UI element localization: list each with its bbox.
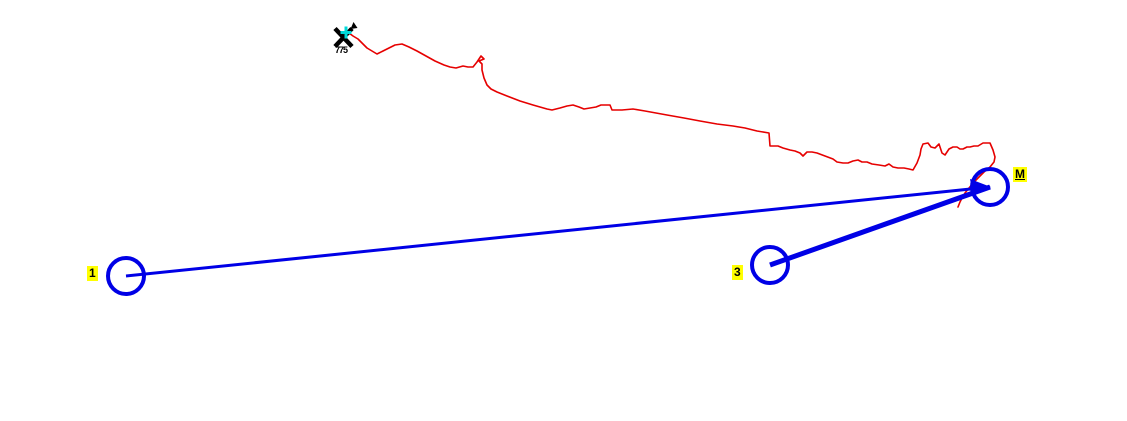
waypoint-circle-3[interactable] <box>750 245 790 285</box>
waypoint-circle-1[interactable] <box>106 256 146 296</box>
route-arrowhead <box>970 179 991 194</box>
waypoint-label-3[interactable]: 3 <box>732 265 743 280</box>
waypoint-circles <box>106 167 1010 296</box>
waypoint-circle-M[interactable] <box>970 167 1010 207</box>
route-legs <box>125 179 991 278</box>
waypoint-label-m[interactable]: M <box>1013 167 1027 182</box>
route-leg-1-M <box>125 185 991 278</box>
position-marker-label: 775 <box>335 45 348 55</box>
waypoint-label-1[interactable]: 1 <box>87 266 98 281</box>
gps-track-line <box>348 32 996 208</box>
position-marker[interactable] <box>333 22 358 49</box>
heading-arrow-icon <box>350 22 358 29</box>
route-leg-3-M <box>769 184 991 268</box>
